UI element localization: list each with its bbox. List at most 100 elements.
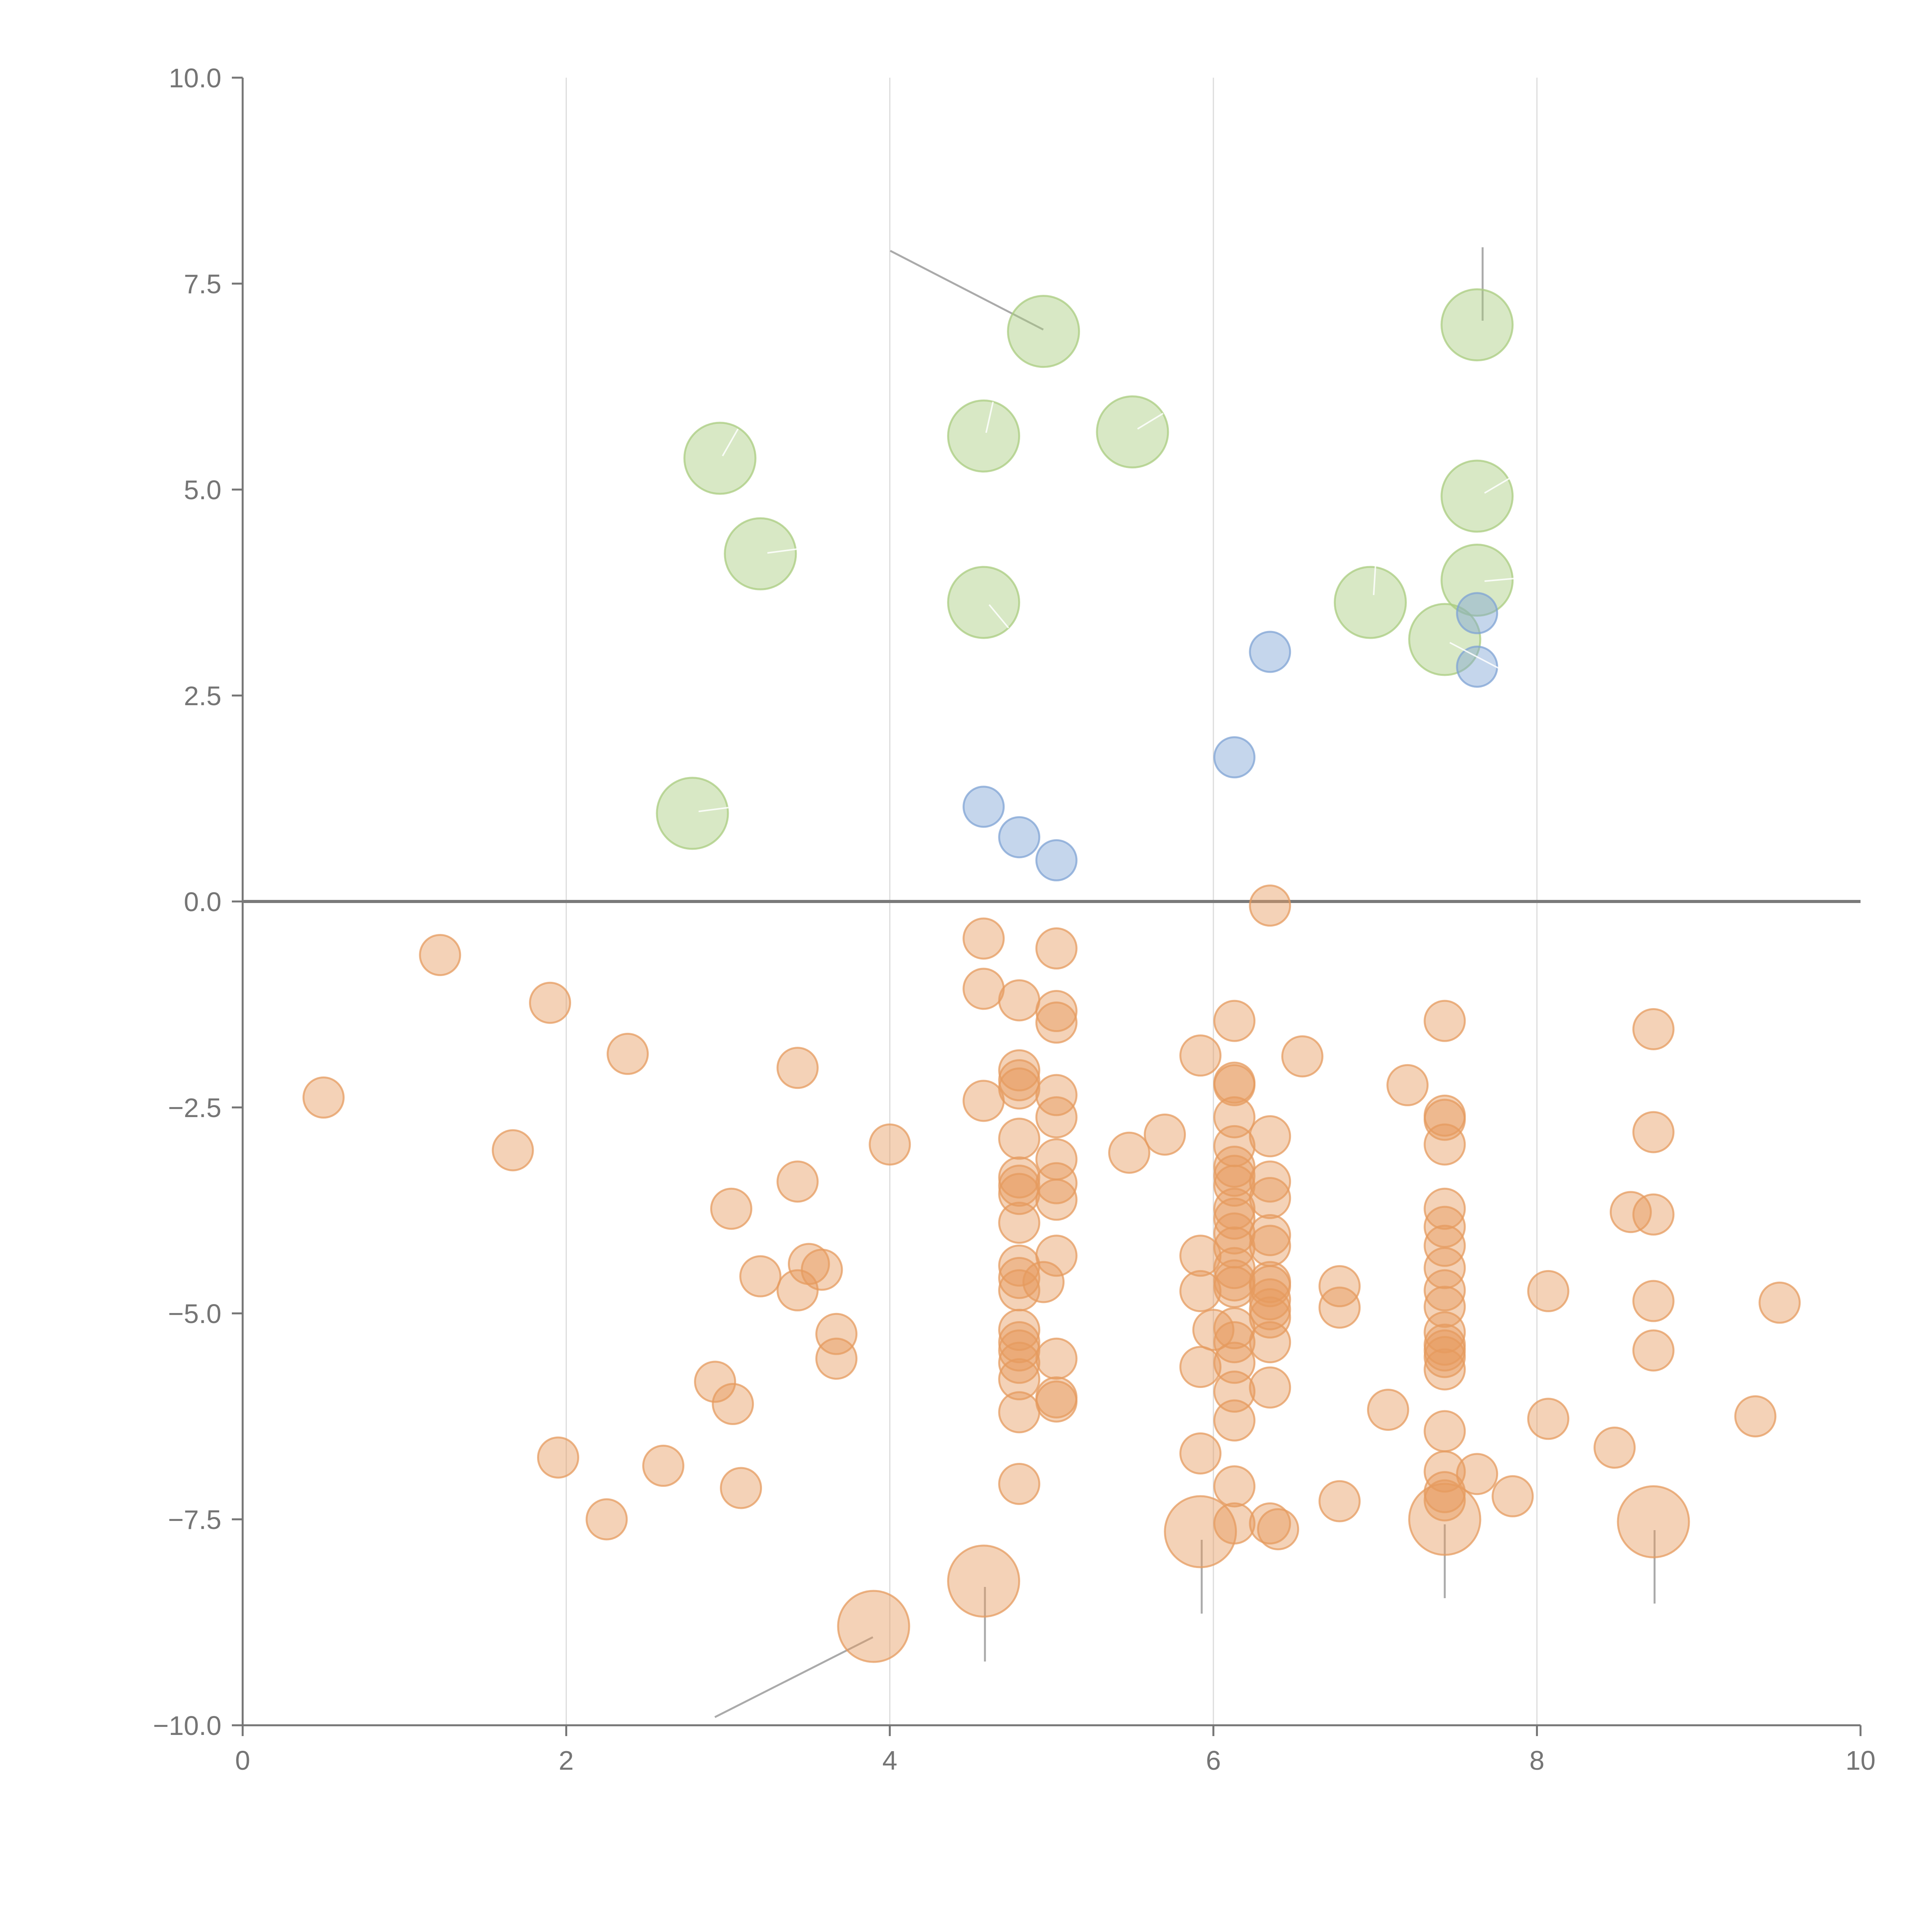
data-point <box>1440 288 1514 362</box>
data-point <box>694 1361 736 1403</box>
data-point <box>776 1269 819 1311</box>
data-point <box>1423 1206 1466 1248</box>
leader-line <box>1484 578 1515 582</box>
y-tick-label: 10.0 <box>169 63 221 93</box>
leader-line <box>1484 477 1512 494</box>
data-point <box>1249 1296 1291 1339</box>
data-point <box>1213 1197 1256 1240</box>
data-point <box>1249 1265 1291 1308</box>
data-point <box>1423 1099 1466 1141</box>
data-point <box>1492 1475 1534 1517</box>
data-point <box>492 1129 534 1172</box>
leader-line <box>767 548 800 554</box>
data-point <box>963 1080 1005 1122</box>
data-point <box>1367 1388 1409 1431</box>
data-point <box>1249 1502 1291 1545</box>
data-point <box>1179 1235 1222 1277</box>
data-point <box>1035 1179 1078 1221</box>
data-point <box>1213 1371 1256 1413</box>
data-point <box>1249 1160 1291 1203</box>
leader-line <box>698 807 729 812</box>
data-point <box>739 1255 782 1298</box>
data-point <box>998 1067 1041 1110</box>
data-point <box>1213 1146 1256 1188</box>
data-point <box>1632 1329 1675 1372</box>
x-tick-label: 6 <box>1206 1745 1221 1776</box>
x-tick-label: 10 <box>1845 1745 1876 1776</box>
data-point <box>1249 1177 1291 1219</box>
x-tick-label: 0 <box>235 1745 250 1776</box>
data-point <box>1035 1380 1078 1423</box>
data-point <box>1213 1096 1256 1139</box>
data-points <box>302 288 1801 1663</box>
data-point <box>1249 1321 1291 1364</box>
data-point <box>642 1444 685 1487</box>
data-point <box>1408 603 1481 676</box>
data-point <box>1456 1453 1498 1495</box>
data-point <box>1617 1485 1690 1558</box>
data-point <box>1423 1123 1466 1166</box>
data-point <box>656 777 729 850</box>
data-point <box>837 1590 910 1663</box>
y-tick-label: 7.5 <box>184 269 221 299</box>
data-point <box>1035 1001 1078 1044</box>
data-point <box>1408 1483 1481 1556</box>
data-point <box>1249 1278 1291 1321</box>
data-point <box>1108 1131 1150 1174</box>
data-point <box>998 1049 1041 1092</box>
data-point <box>1759 1281 1801 1324</box>
data-point <box>1179 1346 1222 1388</box>
data-point <box>1423 1286 1466 1328</box>
leader-line <box>889 250 1044 331</box>
data-point <box>1281 1035 1323 1078</box>
data-point <box>1249 631 1291 673</box>
data-point <box>815 1313 858 1355</box>
data-point <box>1423 1311 1466 1354</box>
leader-line <box>722 429 739 456</box>
data-point <box>712 1383 754 1425</box>
data-point <box>302 1076 345 1119</box>
data-point <box>998 1269 1041 1311</box>
light-leader-lines <box>698 401 1515 812</box>
data-point <box>1456 645 1498 688</box>
y-tick-label: −5.0 <box>168 1299 221 1329</box>
data-point <box>998 1329 1041 1372</box>
data-point <box>1632 1008 1675 1050</box>
data-point <box>998 1391 1041 1434</box>
data-point <box>1144 1113 1186 1156</box>
data-point <box>1179 1270 1222 1312</box>
leader-line <box>988 604 1009 629</box>
data-point <box>998 816 1041 859</box>
data-point <box>1213 1465 1256 1508</box>
data-point <box>998 1463 1041 1505</box>
data-point <box>1249 884 1291 927</box>
data-point <box>963 968 1005 1010</box>
data-point <box>720 1467 762 1509</box>
data-point <box>419 934 461 976</box>
data-point <box>998 1117 1041 1160</box>
data-point <box>947 1544 1020 1618</box>
data-point <box>1423 1225 1466 1267</box>
data-point <box>815 1337 858 1380</box>
axes: 10.0 7.5 5.0 2.5 0.0 −2.5 −5.0 −7.5 −10.0 0 2 4 6 8 10 <box>153 63 1876 1776</box>
data-point <box>1249 1225 1291 1267</box>
data-point <box>869 1123 911 1166</box>
data-point <box>1249 1366 1291 1409</box>
data-point <box>1423 1269 1466 1311</box>
data-point <box>1423 1410 1466 1452</box>
data-point <box>1213 1187 1256 1230</box>
data-point <box>1734 1395 1777 1437</box>
data-point <box>1423 1348 1466 1391</box>
data-point <box>1249 1115 1291 1158</box>
data-point <box>1179 1034 1222 1077</box>
x-tick-label: 8 <box>1529 1745 1544 1776</box>
data-point <box>998 1358 1041 1401</box>
data-point <box>1213 1064 1256 1106</box>
data-point <box>998 979 1041 1022</box>
data-point <box>1035 1096 1078 1139</box>
y-tick-label: 2.5 <box>184 681 221 711</box>
data-point <box>1456 592 1498 634</box>
leader-line <box>1373 564 1376 595</box>
data-point <box>1022 1261 1065 1303</box>
